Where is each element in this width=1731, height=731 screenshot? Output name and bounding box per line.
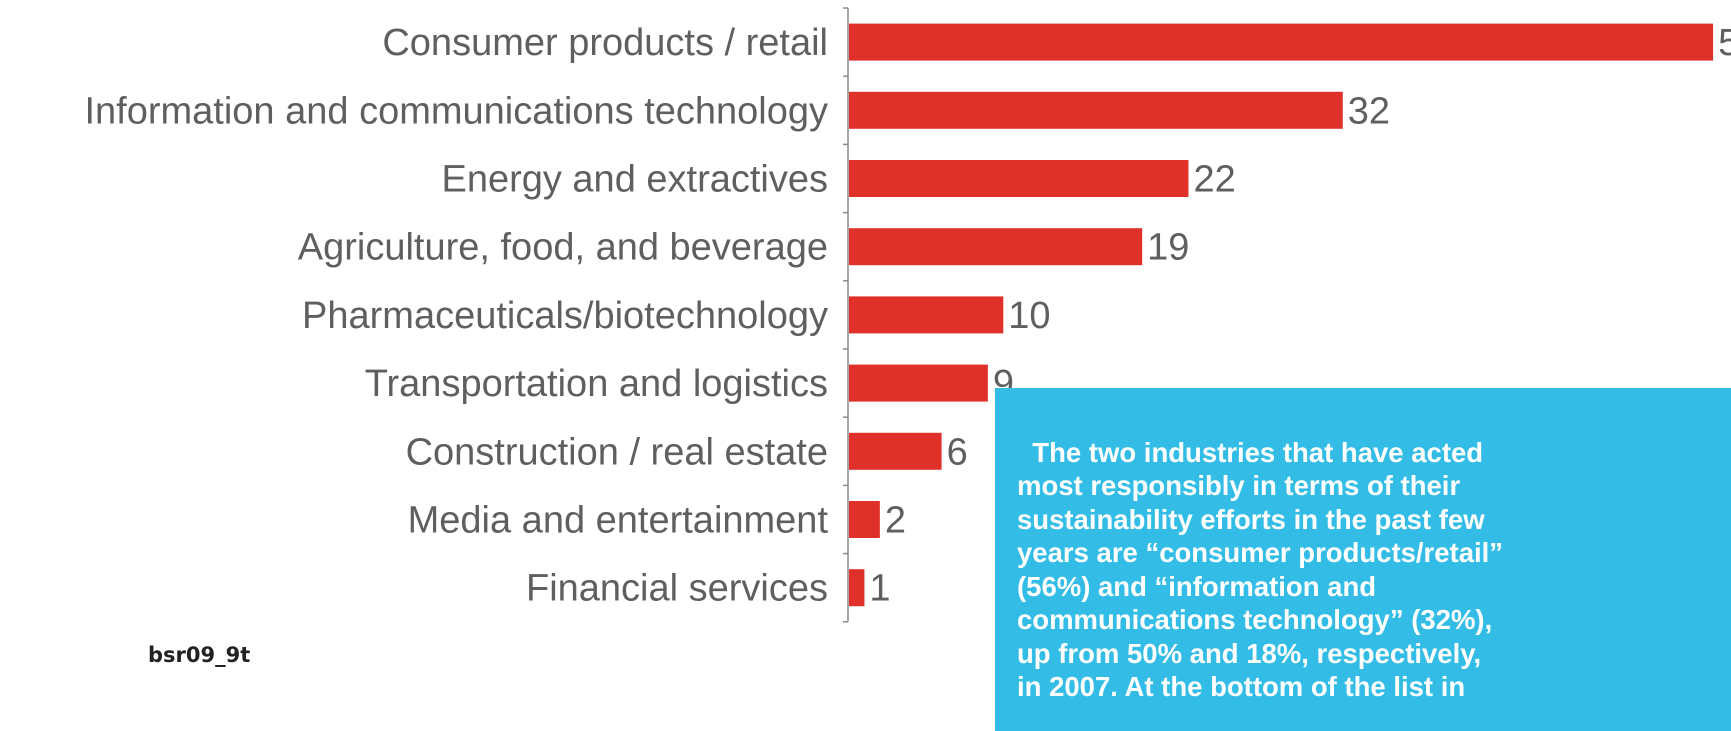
value-label: 32 — [1348, 90, 1390, 132]
category-label: Media and entertainment — [408, 500, 829, 542]
bar — [849, 364, 988, 402]
value-label: 56 — [1718, 22, 1731, 64]
value-label: 10 — [1008, 295, 1050, 337]
category-label: Financial services — [526, 568, 828, 610]
category-label: Transportation and logistics — [365, 363, 828, 405]
source-label: bsr09_9t — [148, 643, 250, 667]
value-label: 2 — [885, 500, 906, 542]
category-label: Energy and extractives — [441, 159, 828, 201]
value-label: 1 — [869, 568, 890, 610]
bar — [849, 228, 1143, 266]
bar — [849, 23, 1714, 61]
bar — [849, 569, 865, 607]
value-label: 6 — [947, 431, 968, 473]
category-label: Information and communications technolog… — [84, 90, 828, 132]
callout-box: The two industries that have acted most … — [995, 388, 1731, 731]
bar — [849, 432, 942, 470]
callout-text: The two industries that have acted most … — [1017, 436, 1504, 703]
value-label: 22 — [1193, 159, 1235, 201]
bars — [849, 23, 1714, 607]
labels: Consumer products / retail 56 Information … — [84, 22, 1731, 610]
category-label: Agriculture, food, and beverage — [298, 227, 828, 269]
bar — [849, 501, 880, 538]
bar — [849, 296, 1004, 334]
category-label: Consumer products / retail — [382, 22, 828, 64]
bar — [849, 91, 1343, 129]
category-label: Construction / real estate — [406, 431, 828, 473]
value-label: 19 — [1147, 227, 1189, 269]
category-axis — [843, 7, 849, 623]
category-label: Pharmaceuticals/biotechnology — [302, 295, 828, 337]
bar — [849, 160, 1189, 197]
